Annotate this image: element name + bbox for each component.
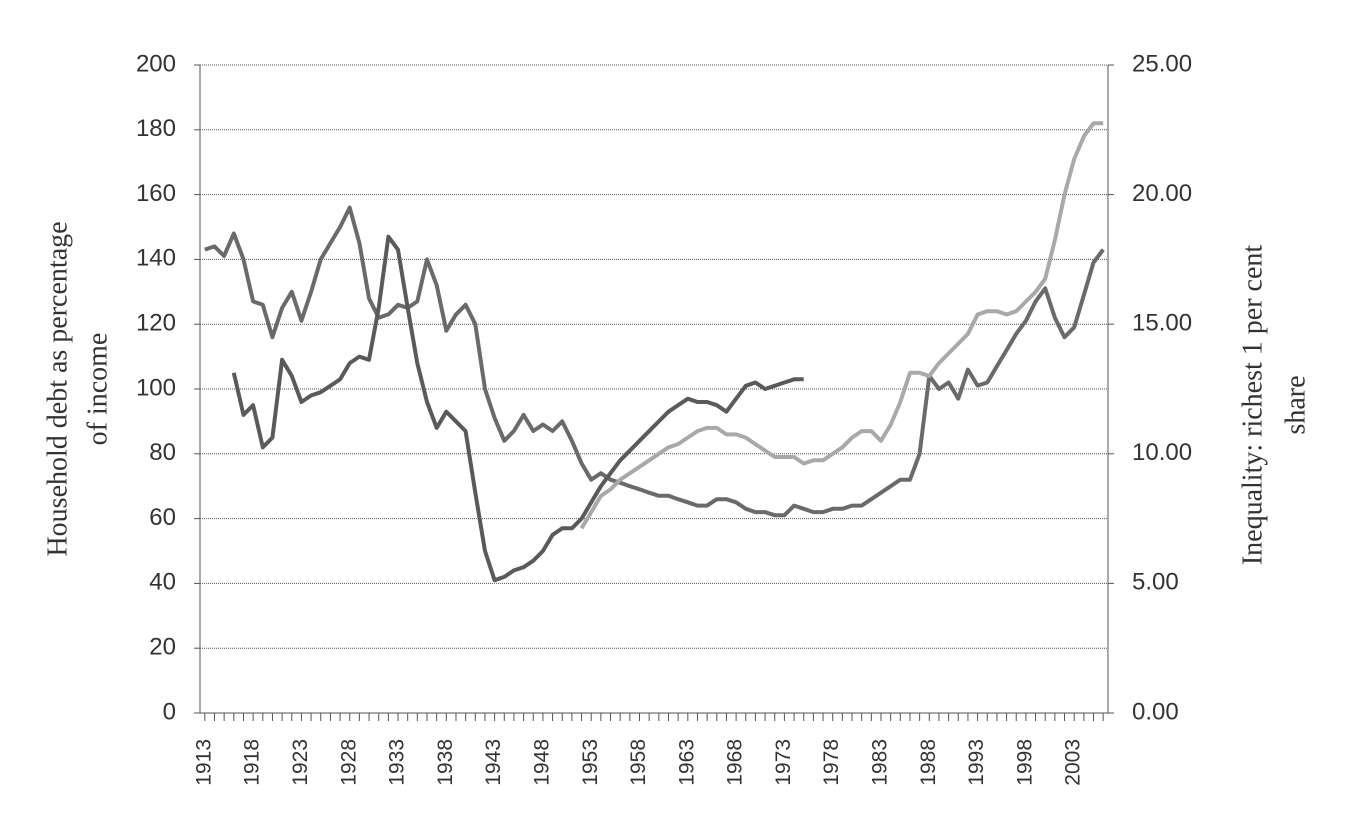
x-tick-label: 1998 — [1013, 739, 1036, 786]
x-tick-label: 1953 — [579, 739, 602, 786]
data-line — [204, 205, 1105, 518]
x-tick-label: 1983 — [869, 739, 892, 786]
y-tick-label: 0 — [163, 698, 176, 725]
y2-tick-label: 20.00 — [1132, 180, 1192, 207]
y2-tick-label: 5.00 — [1132, 569, 1179, 596]
y-tick-label: 100 — [136, 374, 176, 401]
y2-tick-label: 0.00 — [1132, 698, 1179, 725]
x-tick-label: 1913 — [192, 739, 215, 786]
y-tick-label: 40 — [149, 569, 176, 596]
x-tick-label: 1928 — [337, 739, 360, 786]
x-tick-label: 1918 — [241, 739, 264, 786]
x-tick-label: 1938 — [434, 739, 457, 786]
x-tick-label: 1973 — [772, 739, 795, 786]
y-tick-label: 120 — [136, 310, 176, 337]
y-tick-label: 180 — [136, 115, 176, 142]
x-tick-label: 1988 — [917, 739, 940, 786]
x-tick-label: 1923 — [289, 739, 312, 786]
y2-tick-label: 10.00 — [1132, 439, 1192, 466]
x-tick-label: 1958 — [627, 739, 650, 786]
y-tick-label: 80 — [149, 439, 176, 466]
y2-axis-title: Inequality: richest 1 per cent — [1237, 245, 1268, 566]
x-tick-label: 2003 — [1062, 739, 1085, 786]
x-tick-label: 1933 — [386, 739, 409, 786]
x-tick-label: 1978 — [820, 739, 843, 786]
x-tick-label: 1968 — [724, 739, 747, 786]
y2-axis-title: share — [1280, 375, 1311, 434]
y-tick-label: 160 — [136, 180, 176, 207]
x-tick-label: 1948 — [530, 739, 553, 786]
y2-tick-label: 15.00 — [1132, 310, 1192, 337]
y-axis-title: of income — [82, 333, 113, 446]
y-axis-title: Household debt as percentage — [42, 221, 73, 556]
y-tick-label: 60 — [149, 504, 176, 531]
y2-tick-label: 25.00 — [1132, 50, 1192, 77]
x-tick-label: 1963 — [675, 739, 698, 786]
data-line — [231, 234, 804, 583]
y-tick-label: 140 — [136, 245, 176, 272]
data-line — [579, 121, 1104, 530]
x-tick-label: 1993 — [965, 739, 988, 786]
x-tick-label: 1943 — [482, 739, 505, 786]
y-tick-label: 200 — [136, 50, 176, 77]
y-tick-label: 20 — [149, 634, 176, 661]
